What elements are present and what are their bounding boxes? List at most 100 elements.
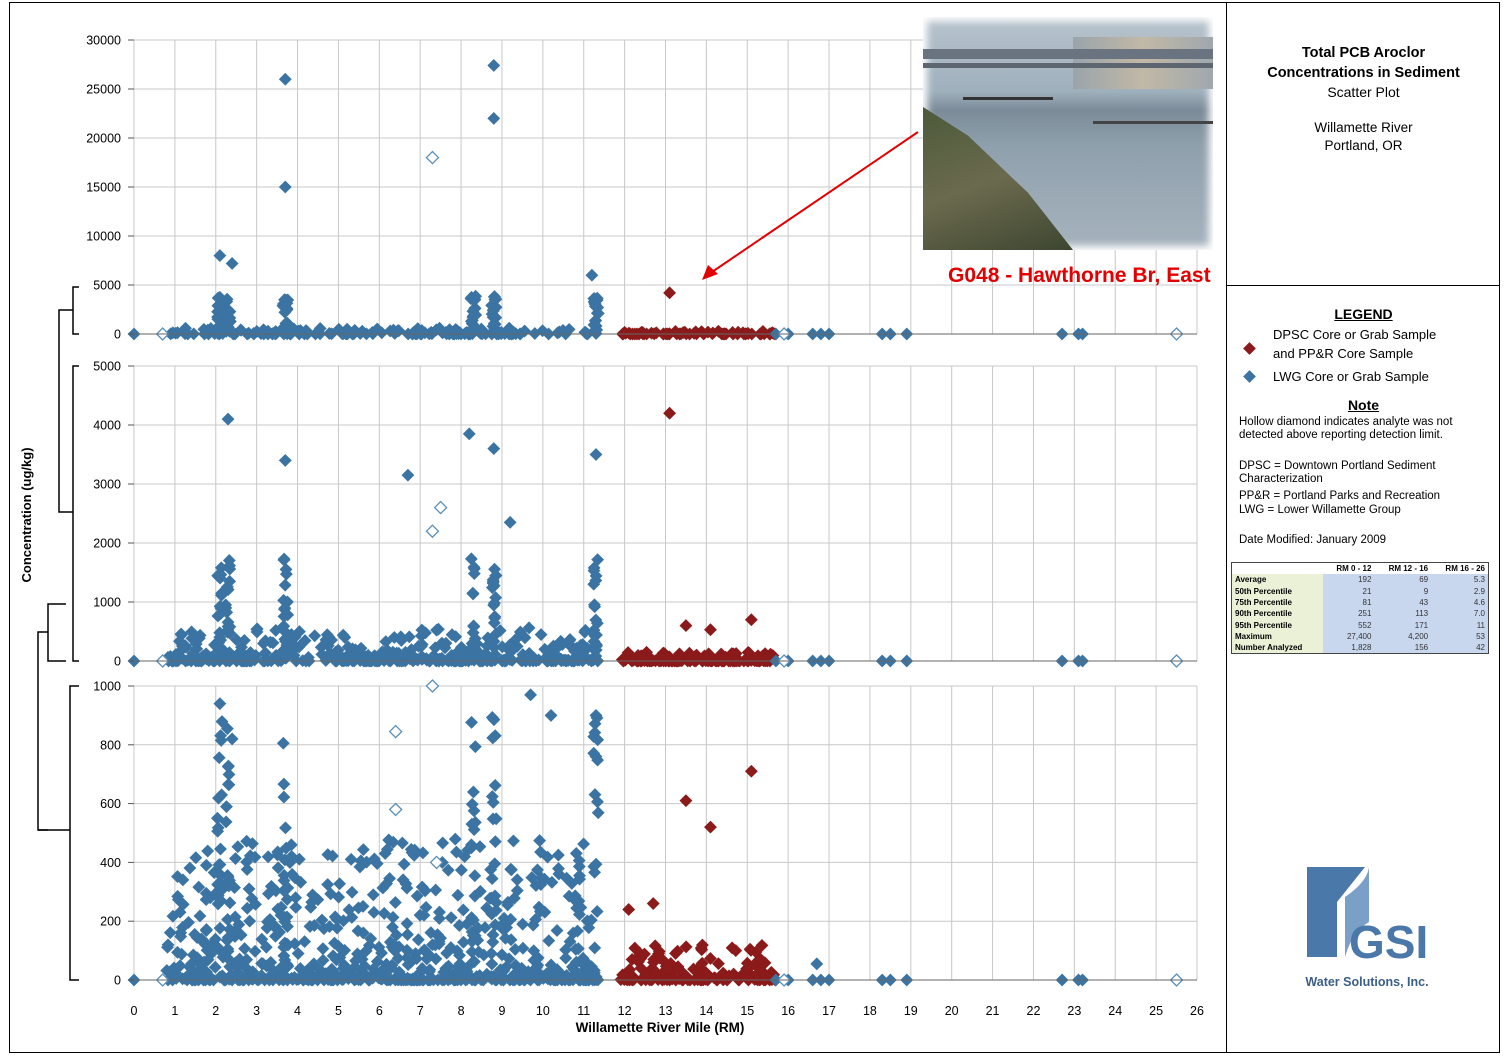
stats-row-label: Number Analyzed	[1231, 642, 1324, 654]
data-point	[510, 873, 524, 887]
data-point	[687, 962, 701, 976]
data-point	[588, 941, 602, 955]
data-point	[173, 959, 187, 973]
data-point	[293, 625, 306, 639]
data-point	[524, 972, 538, 986]
data-point	[577, 837, 591, 851]
photo-pier	[963, 97, 1053, 100]
data-point	[294, 875, 308, 889]
data-point	[591, 733, 605, 747]
stats-cell: 4.6	[1431, 596, 1489, 609]
data-point	[400, 951, 414, 965]
y-tick-label: 2000	[93, 537, 121, 551]
data-point	[359, 944, 373, 958]
data-point	[324, 887, 338, 901]
data-point	[452, 919, 466, 932]
data-point	[271, 861, 285, 875]
data-point	[263, 913, 277, 926]
data-point	[277, 553, 291, 567]
data-point	[488, 918, 502, 932]
nondetect-point	[425, 524, 440, 539]
data-point	[366, 971, 380, 985]
data-point	[436, 326, 449, 340]
stats-cell: 9	[1374, 585, 1432, 597]
data-point	[489, 971, 503, 985]
panel-bracket	[69, 685, 79, 981]
x-tick-label: 4	[294, 1004, 301, 1018]
data-point	[562, 889, 576, 903]
stats-row: Number Analyzed 1,828 156 42	[1231, 642, 1489, 654]
data-point	[426, 938, 439, 952]
data-point	[211, 897, 225, 911]
stats-row: 50th Percentile 21 9 2.9	[1231, 585, 1489, 597]
x-tick-label: 25	[1149, 1004, 1163, 1018]
data-point	[222, 554, 236, 567]
data-point	[533, 905, 547, 918]
stats-cell: 171	[1374, 619, 1432, 631]
hawthorne-bridge-photo	[923, 17, 1213, 250]
stats-cell: 251	[1323, 608, 1375, 620]
data-point	[541, 850, 554, 864]
legend-lwg-label: LWG Core or Grab Sample	[1273, 369, 1429, 384]
data-point	[744, 653, 758, 667]
x-tick-label: 13	[659, 1004, 673, 1018]
y-tick-label: 10000	[86, 230, 121, 244]
data-point	[378, 847, 392, 860]
data-point	[570, 653, 584, 667]
data-point	[221, 913, 235, 926]
data-point	[234, 928, 248, 942]
data-point	[466, 913, 480, 927]
data-point	[185, 625, 199, 639]
y-tick-label: 800	[100, 738, 121, 752]
data-point	[274, 900, 288, 914]
data-point	[467, 955, 481, 969]
data-point	[276, 736, 290, 750]
panel-bracket	[72, 286, 79, 335]
data-point	[694, 941, 708, 955]
y-tick-label: 15000	[86, 181, 121, 195]
data-point	[495, 948, 509, 962]
data-point	[332, 939, 345, 953]
x-tick-label: 20	[945, 1004, 959, 1018]
data-point	[280, 959, 294, 973]
data-point	[291, 947, 305, 960]
data-point	[449, 323, 463, 336]
data-point	[679, 794, 693, 808]
data-point	[544, 958, 558, 972]
y-tick-label: 200	[100, 915, 121, 929]
data-point	[572, 860, 586, 873]
data-point	[281, 608, 295, 622]
data-point	[353, 860, 367, 874]
logo-water-drop-icon	[1307, 867, 1365, 957]
data-point	[404, 842, 418, 856]
stats-cell: 27,400	[1323, 630, 1375, 643]
title-line-3: Scatter Plot	[1327, 84, 1400, 100]
location-line-2: Portland, OR	[1324, 138, 1403, 153]
data-point	[450, 971, 464, 985]
x-tick-label: 6	[376, 1004, 383, 1018]
data-point	[370, 955, 384, 968]
stats-cell: 4,200	[1374, 630, 1432, 643]
y-tick-label: 0	[114, 655, 121, 669]
stats-row-label: 90th Percentile	[1231, 608, 1324, 620]
data-point	[215, 715, 229, 728]
data-point	[587, 577, 601, 591]
data-point	[221, 615, 235, 629]
data-point	[552, 867, 566, 881]
data-point	[439, 636, 453, 650]
photo-river-bank	[923, 107, 1073, 250]
abbr-lwg: LWG = Lower Willamette Group	[1239, 504, 1401, 516]
data-point	[486, 935, 500, 949]
stats-cell: 7.0	[1431, 608, 1489, 620]
data-point	[215, 788, 228, 802]
data-point	[591, 806, 605, 820]
data-point	[589, 750, 603, 763]
data-point	[405, 653, 419, 666]
title-block: Total PCB Aroclor Concentrations in Sedi…	[1227, 2, 1500, 286]
data-point	[444, 941, 458, 955]
x-tick-label: 15	[740, 1004, 754, 1018]
data-point	[221, 870, 235, 884]
data-point	[243, 849, 257, 863]
data-point	[240, 834, 254, 848]
data-point	[527, 944, 541, 958]
